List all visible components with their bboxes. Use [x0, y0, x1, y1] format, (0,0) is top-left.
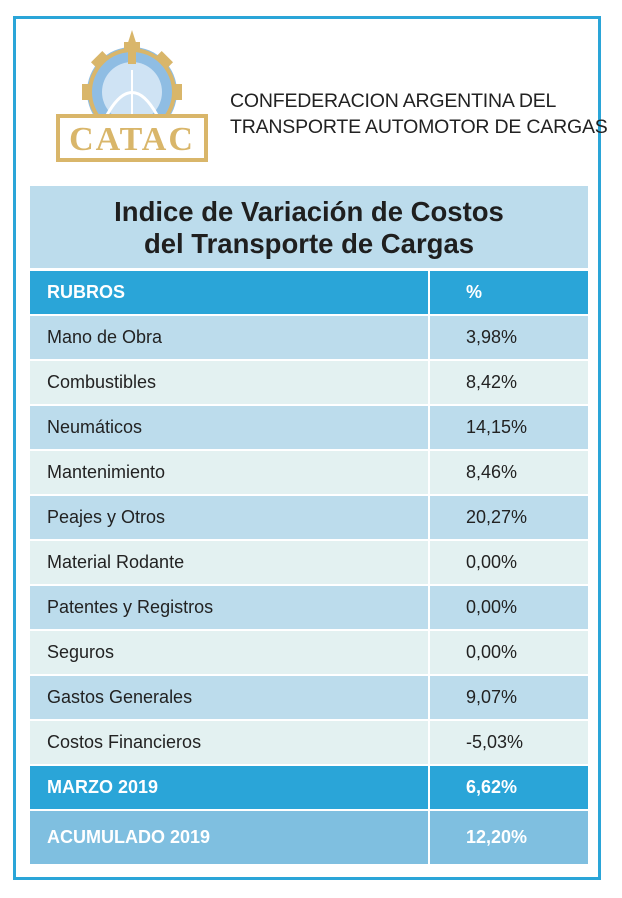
table-row: Mantenimiento 8,46%: [30, 451, 588, 496]
row-value: 8,42%: [430, 361, 588, 404]
accumulated-label: ACUMULADO 2019: [30, 811, 428, 864]
table-header: RUBROS %: [30, 271, 588, 316]
accumulated-value: 12,20%: [430, 811, 588, 864]
table-row: Gastos Generales 9,07%: [30, 676, 588, 721]
organization-line1: CONFEDERACION ARGENTINA DEL: [230, 90, 557, 112]
row-value: 8,46%: [430, 451, 588, 494]
row-value: 14,15%: [430, 406, 588, 449]
header-percent: %: [430, 271, 588, 314]
organization-name: CONFEDERACION ARGENTINA DEL TRANSPORTE A…: [230, 88, 608, 140]
table-row: Combustibles 8,42%: [30, 361, 588, 406]
accumulated-row: ACUMULADO 2019 12,20%: [30, 811, 588, 864]
catac-logo: CATAC: [56, 30, 208, 162]
row-value: 20,27%: [430, 496, 588, 539]
row-label: Mantenimiento: [30, 451, 428, 494]
row-label: Material Rodante: [30, 541, 428, 584]
row-label: Peajes y Otros: [30, 496, 428, 539]
header-rubros: RUBROS: [30, 271, 428, 314]
total-row: MARZO 2019 6,62%: [30, 766, 588, 811]
table-row: Patentes y Registros 0,00%: [30, 586, 588, 631]
row-value: -5,03%: [430, 721, 588, 764]
row-value: 0,00%: [430, 541, 588, 584]
page-title: Indice de Variación de Costos del Transp…: [30, 186, 588, 268]
total-label: MARZO 2019: [30, 766, 428, 809]
table-row: Seguros 0,00%: [30, 631, 588, 676]
title-line1: Indice de Variación de Costos: [114, 196, 504, 227]
cost-table: RUBROS % Mano de Obra 3,98% Combustibles 8,…: [30, 271, 588, 864]
table-row: Mano de Obra 3,98%: [30, 316, 588, 361]
row-value: 0,00%: [430, 586, 588, 629]
row-value: 9,07%: [430, 676, 588, 719]
table-row: Costos Financieros -5,03%: [30, 721, 588, 766]
organization-line2: TRANSPORTE AUTOMOTOR DE CARGAS: [230, 116, 608, 138]
row-label: Patentes y Registros: [30, 586, 428, 629]
row-label: Costos Financieros: [30, 721, 428, 764]
row-label: Gastos Generales: [30, 676, 428, 719]
row-value: 3,98%: [430, 316, 588, 359]
title-line2: del Transporte de Cargas: [143, 228, 475, 259]
spire-icon: [125, 30, 139, 64]
row-label: Neumáticos: [30, 406, 428, 449]
logo-text: CATAC: [69, 121, 195, 158]
table-row: Neumáticos 14,15%: [30, 406, 588, 451]
total-value: 6,62%: [430, 766, 588, 809]
table-row: Material Rodante 0,00%: [30, 541, 588, 586]
row-label: Seguros: [30, 631, 428, 674]
row-label: Mano de Obra: [30, 316, 428, 359]
row-label: Combustibles: [30, 361, 428, 404]
table-row: Peajes y Otros 20,27%: [30, 496, 588, 541]
row-value: 0,00%: [430, 631, 588, 674]
